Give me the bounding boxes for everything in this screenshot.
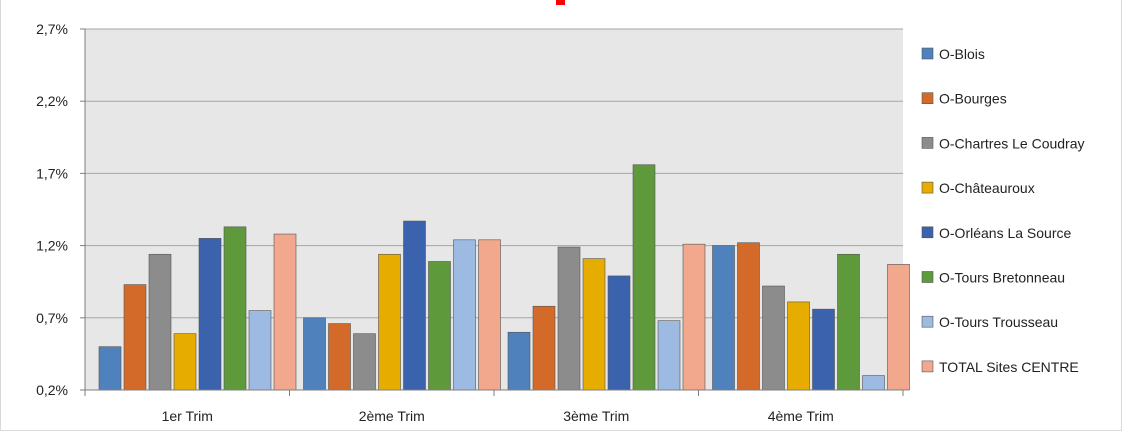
bar <box>787 301 810 391</box>
legend-label: O-Blois <box>939 46 985 62</box>
title-fragment <box>556 0 565 5</box>
x-axis-ticks: 1er Trim 2ème Trim 3ème Trim 4ème Trim <box>84 390 904 424</box>
legend-swatch <box>921 271 934 283</box>
y-tick-label: 2,7% <box>36 21 68 37</box>
bar <box>712 245 735 391</box>
bar <box>353 333 376 391</box>
bar <box>303 317 326 391</box>
bar <box>632 164 656 391</box>
bar <box>607 275 631 391</box>
y-tick-label: 2,2% <box>36 93 68 109</box>
bar <box>173 333 197 391</box>
bar <box>657 320 681 391</box>
legend-label: O-Orléans La Source <box>939 225 1071 241</box>
x-tick-label: 4ème Trim <box>768 408 834 424</box>
bar <box>328 323 351 391</box>
bars <box>98 164 910 391</box>
x-tick-label: 3ème Trim <box>563 408 629 424</box>
legend: O-Blois O-Bourges O-Chartres Le Coudray O-C… <box>921 46 1085 375</box>
bar <box>273 233 297 391</box>
legend-label: O-Châteauroux <box>939 180 1035 196</box>
legend-label: O-Tours Bretonneau <box>939 270 1065 286</box>
legend-swatch <box>921 181 934 194</box>
legend-label: O-Chartres Le Coudray <box>939 135 1085 151</box>
bar <box>507 331 531 391</box>
y-tick-label: 0,2% <box>36 382 68 398</box>
bar <box>682 243 706 391</box>
legend-label: TOTAL Sites CENTRE <box>939 359 1079 375</box>
legend-swatch <box>921 226 934 239</box>
legend-swatch <box>921 137 934 149</box>
legend-label: O-Tours Trousseau <box>939 314 1058 330</box>
bar <box>887 264 910 391</box>
bar <box>532 305 556 391</box>
bar <box>248 310 272 391</box>
bar <box>582 258 606 391</box>
y-tick-label: 1,2% <box>36 238 68 254</box>
x-tick-label: 1er Trim <box>162 408 213 424</box>
y-tick-label: 1,7% <box>36 165 68 181</box>
bar <box>557 246 581 391</box>
legend-swatch <box>921 47 934 60</box>
legend-swatch <box>921 360 934 373</box>
legend-swatch <box>921 315 934 328</box>
bar <box>403 220 426 391</box>
bar <box>837 253 860 391</box>
bar <box>737 242 760 391</box>
bar <box>198 238 222 391</box>
bar <box>223 226 247 391</box>
bar <box>123 284 147 391</box>
bar <box>148 253 172 391</box>
bar <box>378 253 401 391</box>
bar <box>762 285 785 391</box>
bar <box>812 308 835 391</box>
legend-swatch <box>921 92 934 104</box>
bar <box>98 346 122 391</box>
bar <box>478 239 501 391</box>
x-tick-label: 2ème Trim <box>359 408 425 424</box>
bar <box>862 375 885 391</box>
bar <box>428 261 451 391</box>
y-axis-ticks: 0,2% 0,7% 1,2% 1,7% 2,2% 2,7% <box>36 21 85 398</box>
legend-label: O-Bourges <box>939 91 1007 107</box>
y-tick-label: 0,7% <box>36 310 68 326</box>
bar <box>453 239 476 391</box>
